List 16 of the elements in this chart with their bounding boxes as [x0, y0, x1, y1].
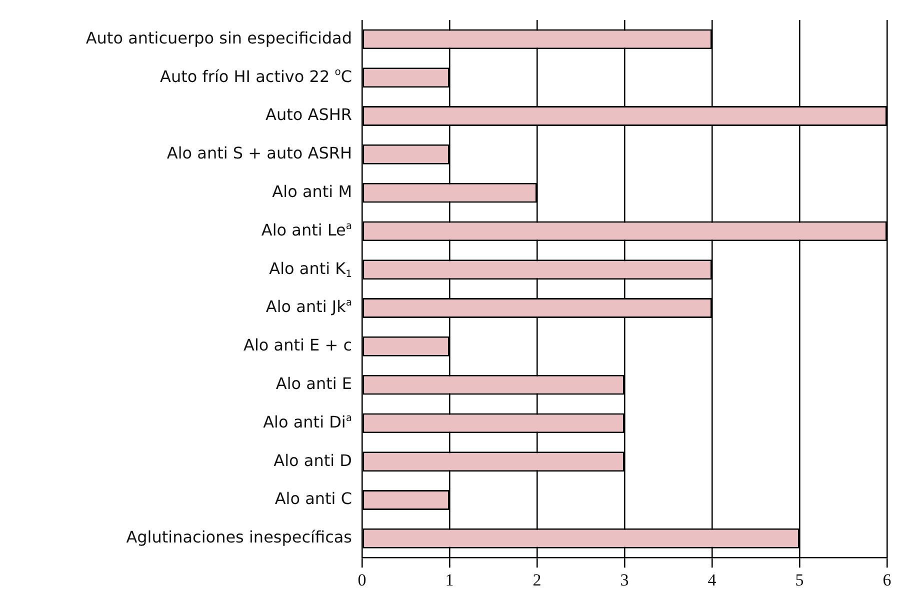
x-tick-label: 5 [795, 570, 804, 590]
y-tick-label: Alo anti S + auto ASRH [166, 144, 352, 163]
y-tick-label: Auto anticuerpo sin especificidad [86, 28, 352, 48]
y-tick-label: Alo anti C [274, 489, 352, 508]
x-tick-label: 2 [532, 570, 542, 590]
y-tick-label: Auto ASHR [266, 105, 352, 124]
x-tick-label: 6 [882, 570, 892, 590]
y-tick-label: Alo anti E [276, 374, 352, 393]
y-tick-label: Aglutinaciones inespecíficas [126, 528, 352, 547]
y-tick-label: Alo anti E + c [244, 336, 352, 355]
x-tick-label: 1 [445, 570, 454, 590]
y-tick-label: Alo anti M [272, 182, 352, 201]
x-tick-label: 4 [708, 570, 717, 590]
y-tick-label: Alo anti D [274, 450, 352, 470]
x-tick-label: 0 [358, 570, 366, 590]
x-tick-label: 3 [620, 570, 629, 590]
